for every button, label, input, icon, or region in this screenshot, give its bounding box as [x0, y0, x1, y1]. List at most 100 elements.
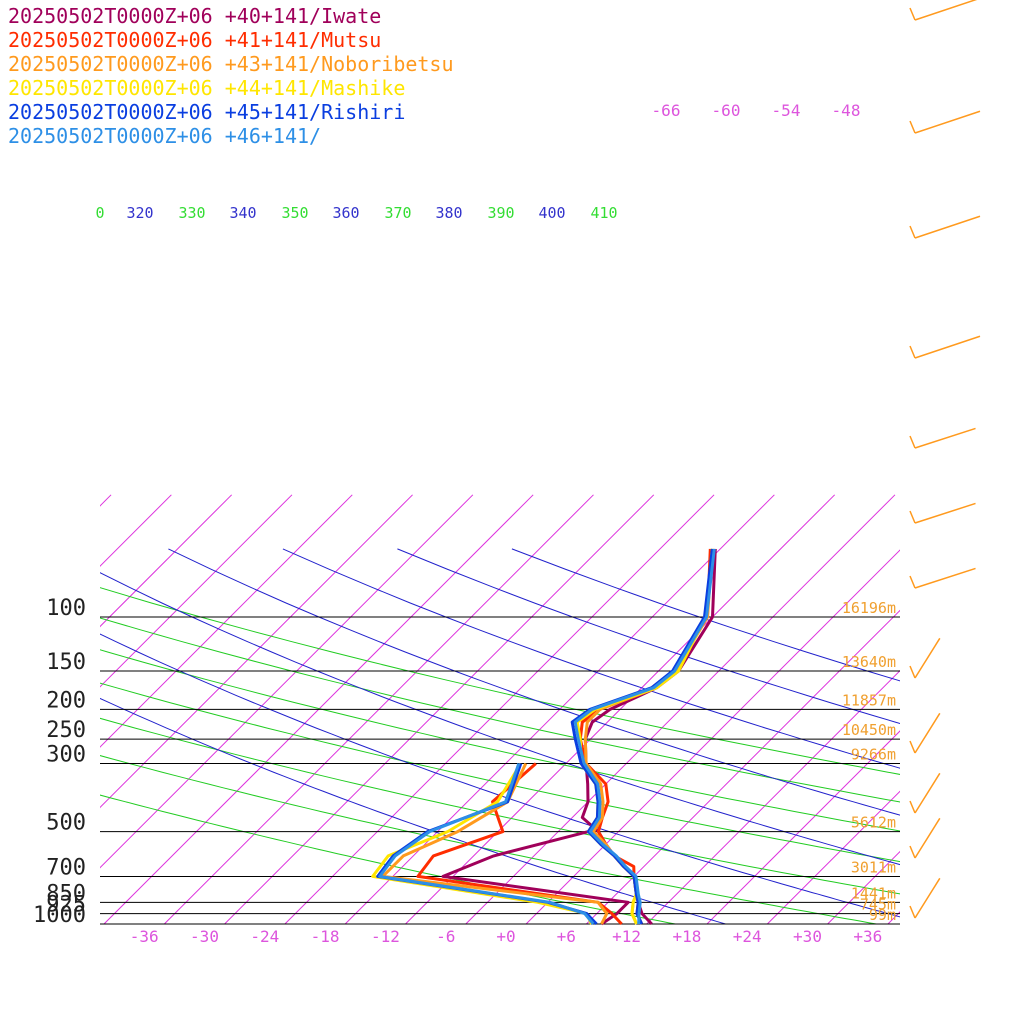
- temperature-line: [573, 548, 716, 925]
- wind-barb-feather: [909, 800, 916, 814]
- theta-label: 380: [435, 204, 462, 222]
- wind-barb: [914, 567, 976, 589]
- moist-adiabat-line: [282, 548, 900, 769]
- isotherm-line: [100, 494, 293, 688]
- wind-barb-feather: [909, 225, 916, 239]
- theta-label: 360: [332, 204, 359, 222]
- isotherm-line: [0, 495, 51, 924]
- pressure-label: 250: [46, 718, 86, 743]
- moist-adiabat-line: [100, 633, 900, 918]
- height-label: 99m: [869, 906, 896, 924]
- wind-barb-feather: [909, 905, 916, 919]
- isotherm-line: [948, 495, 1024, 924]
- height-label: 1441m: [851, 884, 896, 902]
- wind-barb: [914, 502, 976, 524]
- wind-barb: [914, 772, 941, 814]
- legend-entry: 20250502T0000Z+06 +41+141/Mutsu: [8, 28, 382, 52]
- temperature-line: [578, 548, 712, 925]
- height-label: 13640m: [842, 653, 896, 671]
- theta-label: 350: [281, 204, 308, 222]
- wind-barb-feather: [909, 120, 916, 134]
- pressure-label: 500: [46, 811, 86, 836]
- height-label: 5612m: [851, 814, 896, 832]
- dewpoint-line: [381, 762, 609, 925]
- x-tick-label: -24: [250, 927, 279, 946]
- wind-barb: [914, 817, 941, 859]
- isotherm-label: -66: [652, 101, 681, 120]
- x-tick-label: -36: [130, 927, 159, 946]
- x-tick-label: -18: [311, 927, 340, 946]
- isotherm-line: [827, 850, 900, 925]
- wind-barb: [914, 427, 976, 449]
- x-tick-label: +24: [733, 927, 762, 946]
- pressure-label: 150: [46, 650, 86, 675]
- theta-label: 390: [487, 204, 514, 222]
- isotherm-line: [100, 494, 233, 628]
- sounding-lines: [371, 548, 717, 926]
- isotherm-line: [1009, 495, 1024, 924]
- legend-entry: 20250502T0000Z+06 +44+141/Mashike: [8, 76, 406, 100]
- dry-adiabat-line: [100, 717, 900, 895]
- moist-adiabat-line: [511, 548, 900, 682]
- theta-label: 320: [126, 204, 153, 222]
- height-label: 16196m: [842, 599, 896, 617]
- wind-barbs: [909, 0, 981, 919]
- dry-adiabat-line: [100, 649, 900, 832]
- isotherm-label: -54: [772, 101, 801, 120]
- isotherm-label: -60: [712, 101, 741, 120]
- moist-adiabat-line: [168, 548, 900, 816]
- height-label: 3011m: [851, 858, 896, 876]
- dry-adiabat-line: [100, 587, 900, 775]
- theta-label: 0: [95, 204, 104, 222]
- isotherm-line: [706, 730, 900, 925]
- wind-barb-feather: [909, 740, 916, 754]
- temperature-line: [575, 548, 714, 925]
- x-tick-label: +12: [612, 927, 641, 946]
- temperature-line: [580, 548, 717, 926]
- x-tick-label: +36: [853, 927, 882, 946]
- moist-adiabat-line: [100, 572, 900, 866]
- legend-entry: 20250502T0000Z+06 +45+141/Rishiri: [8, 100, 406, 124]
- height-label: 9266m: [851, 745, 896, 763]
- wind-barb-feather: [909, 7, 916, 21]
- pressure-label: 700: [46, 855, 86, 880]
- isotherm-line: [766, 790, 900, 925]
- legend-entry: 20250502T0000Z+06 +40+141/Iwate: [8, 4, 382, 28]
- height-label: 11857m: [842, 691, 896, 709]
- wind-barb: [914, 335, 981, 359]
- pressure-label: 200: [46, 688, 86, 713]
- dry-adiabat-line: [100, 755, 877, 925]
- x-tick-label: +6: [557, 927, 576, 946]
- dry-adiabat-line: [100, 794, 676, 925]
- pressure-label: 100: [46, 596, 86, 621]
- wind-barb-feather: [909, 510, 916, 524]
- pressure-label: 850: [46, 881, 86, 906]
- legend-entry: 20250502T0000Z+06 +43+141/Noboribetsu: [8, 52, 454, 76]
- pressure-label: 925: [46, 893, 86, 918]
- isotherm-label: -48: [832, 101, 861, 120]
- wind-barb: [914, 877, 941, 919]
- wind-barb: [914, 215, 981, 239]
- wind-barb: [914, 0, 978, 21]
- wind-barb-feather: [909, 575, 916, 589]
- x-tick-label: +0: [496, 927, 515, 946]
- wind-barb-feather: [909, 345, 916, 359]
- pressure-label: 1000: [33, 903, 86, 928]
- wind-barb-feather: [909, 665, 916, 679]
- theta-label: 400: [538, 204, 565, 222]
- wind-barb-feather: [909, 435, 916, 449]
- dewpoint-line: [378, 763, 595, 925]
- pressure-label: 300: [46, 742, 86, 767]
- height-label: 10450m: [842, 721, 896, 739]
- wind-barb: [914, 110, 981, 134]
- wind-barb: [914, 637, 941, 679]
- moist-adiabat-line: [397, 548, 900, 725]
- theta-label: 370: [384, 204, 411, 222]
- isotherm-line: [887, 911, 900, 925]
- moist-adiabat-line: [100, 697, 726, 925]
- theta-label: 410: [590, 204, 617, 222]
- wind-barb: [914, 712, 941, 754]
- x-tick-label: +18: [672, 927, 701, 946]
